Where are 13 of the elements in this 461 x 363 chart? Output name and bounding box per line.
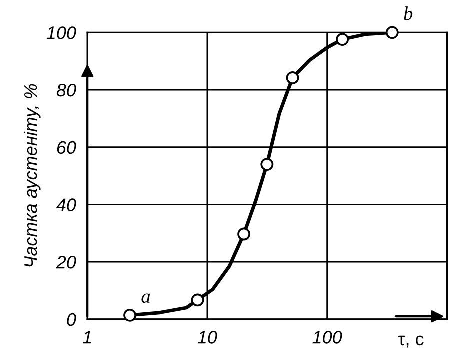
y-axis-title: Частка аустеніту, %	[24, 84, 41, 267]
y-tick-label: 0	[67, 313, 76, 326]
x-tick-label: 10	[198, 331, 218, 344]
x-axis-title: τ, с	[398, 336, 424, 348]
y-tick-label: 60	[57, 141, 76, 154]
y-tick-label: 40	[56, 198, 76, 212]
y-tick-label: 80	[56, 84, 76, 97]
y-tick-label: 20	[56, 256, 76, 269]
x-tick-label: 100	[312, 331, 342, 344]
x-tick-label: 1	[83, 331, 92, 344]
annotation: b	[404, 6, 413, 20]
y-tick-label: 100	[46, 26, 76, 40]
annotation: a	[142, 294, 150, 304]
